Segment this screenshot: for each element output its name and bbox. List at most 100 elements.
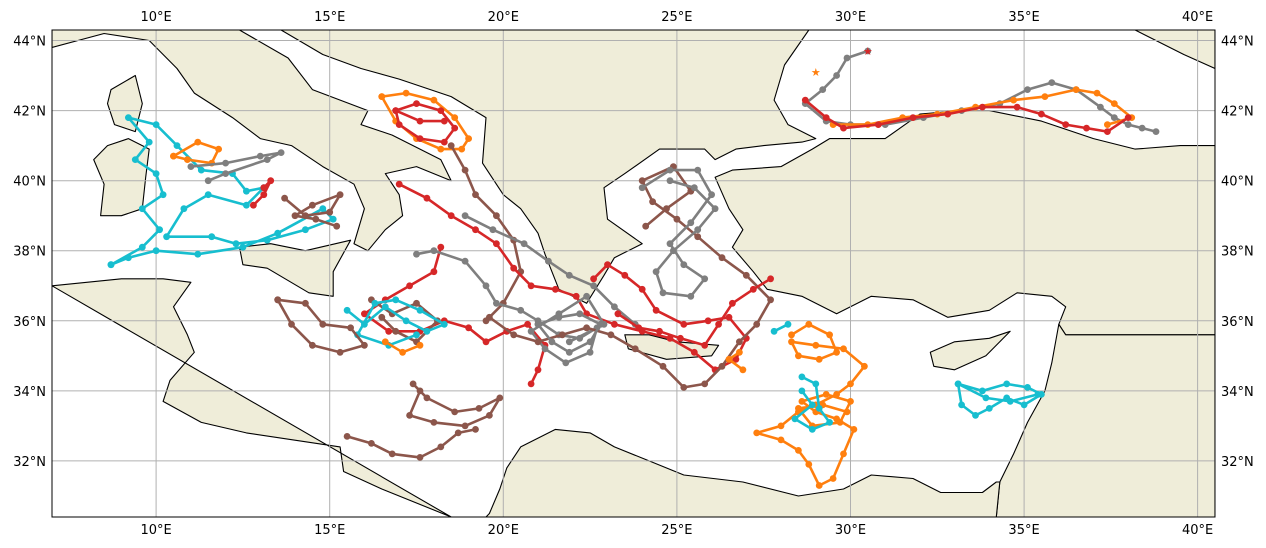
track-point — [378, 93, 386, 100]
track-point — [333, 222, 341, 230]
track-point — [840, 345, 847, 353]
track-point — [659, 362, 667, 370]
track-line — [449, 144, 523, 323]
track-point — [1124, 121, 1132, 128]
track-point — [1048, 79, 1056, 86]
track-point — [1038, 110, 1045, 118]
track-point — [326, 208, 334, 216]
track-point — [822, 114, 830, 121]
track-point — [715, 320, 722, 328]
track-point — [402, 89, 410, 97]
track-point — [138, 205, 146, 213]
tick-label: 15°E — [314, 523, 345, 538]
track-point — [329, 215, 337, 223]
track-point — [465, 135, 472, 143]
drifter-track — [638, 166, 719, 300]
land-sicily — [238, 239, 352, 297]
tick-label: 36°N — [1221, 315, 1254, 330]
track-point — [302, 212, 309, 220]
start-marker: ★ — [863, 45, 873, 58]
track-point — [423, 327, 431, 335]
track-point — [347, 324, 354, 332]
track-line — [345, 298, 446, 347]
track-point — [736, 348, 743, 356]
track-point — [430, 268, 438, 276]
track-point — [486, 313, 493, 321]
track-line — [956, 382, 1043, 417]
track-point — [749, 285, 757, 293]
track-point — [656, 327, 663, 335]
track-point — [107, 261, 115, 269]
track-point — [520, 240, 528, 248]
track-point — [694, 233, 702, 241]
drifter-track — [274, 296, 368, 356]
track-point — [440, 138, 448, 146]
track-line — [415, 249, 606, 365]
track-point — [204, 191, 212, 199]
tick-label: 30°E — [835, 10, 866, 25]
track-point — [652, 306, 660, 314]
track-point — [124, 114, 132, 121]
track-point — [558, 331, 566, 339]
drifter-track — [725, 348, 747, 374]
track-point — [788, 338, 795, 346]
track-point — [416, 117, 424, 125]
track-point — [454, 429, 462, 437]
tick-label: 44°N — [1221, 35, 1254, 50]
track-point — [361, 320, 368, 328]
track-point — [461, 257, 469, 265]
track-point — [381, 303, 389, 311]
tick-label: 30°E — [835, 523, 866, 538]
track-point — [1020, 401, 1028, 409]
x-tick-labels-top: 10°E 15°E 20°E 25°E 30°E 35°E 40°E — [141, 10, 1214, 25]
land-crimea — [780, 30, 1215, 70]
track-point — [402, 317, 410, 325]
track-point — [152, 247, 160, 255]
track-point — [451, 114, 459, 121]
drifter-track — [395, 180, 750, 374]
track-point — [1013, 103, 1021, 111]
track-point — [406, 412, 413, 419]
track-point — [729, 299, 736, 307]
tick-label: 32°N — [13, 455, 46, 470]
track-point — [461, 422, 469, 430]
track-point — [1041, 93, 1049, 100]
track-point — [451, 124, 459, 132]
drifter-track — [770, 320, 792, 335]
track-point — [833, 391, 840, 398]
track-point — [312, 215, 320, 223]
drifter-track — [170, 138, 223, 167]
track-point — [423, 394, 431, 402]
track-point — [798, 373, 806, 381]
track-point — [416, 341, 424, 349]
track-point — [152, 170, 160, 178]
track-point — [263, 156, 271, 164]
drifter-track — [187, 149, 285, 185]
track-point — [430, 96, 438, 104]
track-point — [395, 121, 403, 128]
track-point — [486, 412, 493, 419]
track-point — [795, 447, 802, 454]
track-point — [187, 163, 195, 171]
track-point — [701, 341, 709, 349]
track-point — [1024, 86, 1031, 93]
track-point — [565, 338, 573, 346]
drifter-track — [250, 177, 275, 209]
track-point — [180, 205, 188, 213]
drifter-track — [614, 275, 774, 349]
track-point — [670, 247, 677, 255]
track-point — [534, 366, 542, 374]
track-point — [552, 285, 559, 293]
track-point — [808, 426, 816, 433]
track-point — [475, 405, 483, 412]
track-point — [739, 366, 747, 374]
drifter-track — [534, 310, 604, 356]
track-point — [576, 310, 584, 318]
track-point — [472, 191, 479, 199]
track-point — [972, 412, 979, 419]
track-point — [725, 313, 733, 321]
tick-label: 35°E — [1008, 523, 1039, 538]
track-point — [954, 380, 962, 388]
track-point — [138, 243, 146, 251]
track-point — [659, 289, 667, 297]
